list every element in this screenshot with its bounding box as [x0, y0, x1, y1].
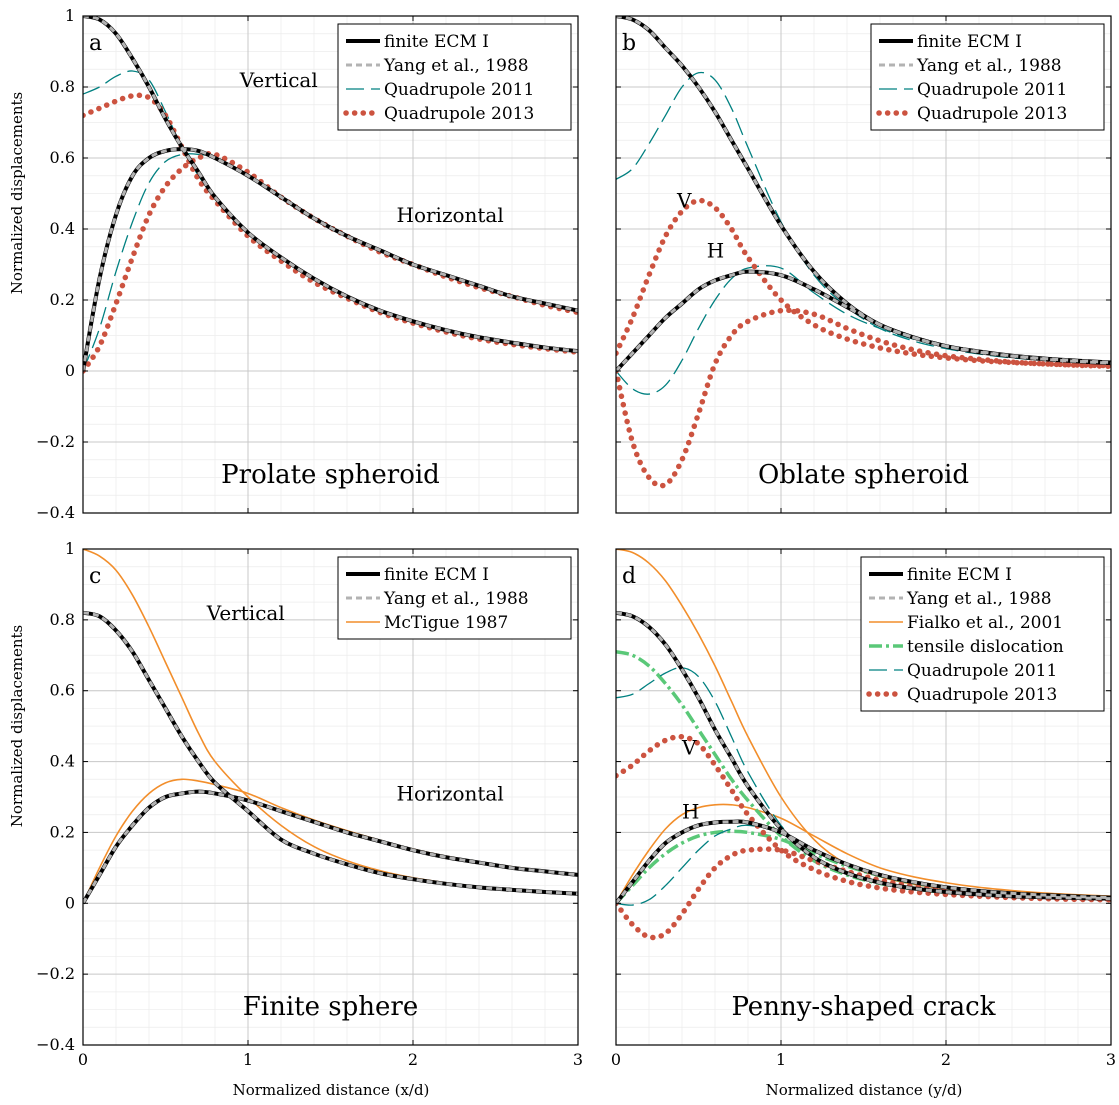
series-line-yang-et-al-1988-vertical — [616, 16, 1111, 365]
series-line-yang-et-al-1988-vertical — [616, 611, 1111, 901]
legend-label: tensile dislocation — [907, 637, 1064, 657]
chart-panel-a: −0.4 −0.2 0 0.2 0.4 0.6 0.8 1a Prolate spheroid V… — [36, 6, 579, 522]
series-line-yang-et-al-1988-vertical — [83, 611, 578, 896]
series-line-yang-et-al-1988-horizontal — [616, 270, 1111, 373]
legend-label: Yang et al., 1988 — [383, 589, 529, 609]
y-tick-label: 0.6 — [50, 681, 75, 700]
curve-annotation: Horizontal — [397, 782, 504, 806]
y-axis-label-top: Normalized displacements — [8, 92, 26, 294]
legend-label: Quadrupole 2013 — [917, 104, 1067, 124]
legend-label: Quadrupole 2013 — [384, 104, 534, 124]
x-tick-label: 1 — [776, 1050, 786, 1069]
curve-annotation: Vertical — [206, 601, 285, 625]
curve-annotation: Horizontal — [397, 203, 504, 227]
series-line-quadrupole-2013-horizontal — [616, 846, 1111, 941]
y-axis-label-bottom: Normalized displacements — [8, 625, 26, 827]
x-tick-label: 3 — [573, 1050, 583, 1069]
y-tick-label: 0.4 — [50, 752, 75, 771]
legend-label: Fialko et al., 2001 — [907, 613, 1063, 633]
curve-annotation: H — [682, 799, 699, 823]
axes-frame — [615, 15, 1112, 514]
x-tick-label: 2 — [408, 1050, 418, 1069]
x-tick-label: 1 — [243, 1050, 253, 1069]
legend-label: finite ECM I — [384, 565, 489, 585]
panel-letter: d — [622, 564, 636, 589]
y-tick-label: 0.2 — [50, 822, 75, 841]
legend-label: finite ECM I — [907, 565, 1012, 585]
series-line-fialko-et-al-2001-horizontal — [616, 803, 1111, 904]
series-line-yang-et-al-1988-horizontal — [83, 790, 578, 905]
y-tick-label: 0.6 — [50, 148, 75, 167]
legend: finite ECM I Yang et al., 1988 Fialko et a… — [860, 556, 1105, 712]
legend-label: Yang et al., 1988 — [916, 56, 1062, 76]
axes-frame — [82, 548, 579, 1046]
series-line-yang-et-al-1988-vertical — [83, 16, 578, 353]
legend-label: Quadrupole 2011 — [384, 80, 534, 100]
panel-title: Oblate spheroid — [758, 460, 969, 490]
series-line-yang-et-al-1988-horizontal — [83, 147, 578, 372]
axes-frame — [82, 15, 579, 514]
y-tick-label: −0.2 — [36, 432, 75, 451]
legend-label: finite ECM I — [917, 32, 1022, 52]
legend-label: McTigue 1987 — [384, 613, 508, 633]
curve-annotation: Vertical — [239, 68, 318, 92]
legend-label: finite ECM I — [384, 32, 489, 52]
y-tick-label: 0 — [65, 361, 75, 380]
curve-annotation: H — [707, 238, 724, 262]
curve-annotation: V — [681, 735, 697, 759]
panel-letter: a — [89, 31, 102, 56]
legend-label: Yang et al., 1988 — [906, 589, 1052, 609]
legend-label: Quadrupole 2013 — [907, 685, 1057, 705]
axes-frame — [615, 548, 1112, 1046]
panel-title: Penny-shaped crack — [731, 992, 995, 1022]
x-tick-label: 2 — [941, 1050, 951, 1069]
panel-title: Prolate spheroid — [221, 460, 440, 490]
y-tick-label: 0 — [65, 893, 75, 912]
y-tick-label: 0.8 — [50, 77, 75, 96]
legend-box — [860, 556, 1105, 712]
x-tick-label: 0 — [611, 1050, 621, 1069]
legend-label: Quadrupole 2011 — [917, 80, 1067, 100]
y-tick-label: −0.4 — [36, 503, 75, 522]
legend-label: Quadrupole 2011 — [907, 661, 1057, 681]
y-tick-label: 0.4 — [50, 219, 75, 238]
panel-letter: c — [89, 564, 101, 589]
legend: finite ECM I Yang et al., 1988 Quadrupole … — [870, 23, 1105, 131]
x-tick-label: 0 — [78, 1050, 88, 1069]
series-line-finite-ecm-i-horizontal — [616, 819, 1111, 905]
series-line-quadrupole-2013-vertical — [616, 733, 1111, 903]
x-axis-label-right: Normalized distance (y/d) — [766, 1081, 963, 1099]
series-line-quadrupole-2013-horizontal — [616, 307, 1111, 489]
y-tick-label: 1 — [65, 6, 75, 25]
x-tick-label: 3 — [1106, 1050, 1116, 1069]
panel-letter: b — [622, 31, 636, 56]
y-tick-label: −0.4 — [36, 1035, 75, 1054]
legend: finite ECM I Yang et al., 1988 Quadrupole … — [337, 23, 572, 131]
curve-annotation: V — [676, 189, 692, 213]
y-tick-label: −0.2 — [36, 964, 75, 983]
panel-title: Finite sphere — [243, 992, 418, 1022]
legend-label: Yang et al., 1988 — [383, 56, 529, 76]
series-line-quadrupole-2013-vertical — [616, 197, 1111, 369]
y-tick-label: 0.2 — [50, 290, 75, 309]
x-axis-label-left: Normalized distance (x/d) — [233, 1081, 430, 1099]
series-line-tensile-dislocation-vertical — [616, 650, 1111, 901]
y-tick-label: 0.8 — [50, 610, 75, 629]
y-tick-label: 1 — [65, 539, 75, 558]
legend: finite ECM I Yang et al., 1988 McTigue 198… — [337, 556, 572, 640]
